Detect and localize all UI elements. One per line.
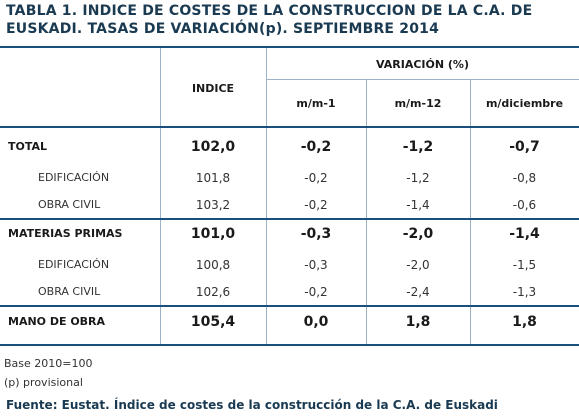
cell-m-m-1: -0,3 — [304, 258, 328, 272]
cell-m-diciembre: -1,3 — [512, 285, 537, 299]
col-divider — [160, 48, 161, 346]
cell-m-m-12: -2,4 — [406, 285, 430, 299]
row-label: OBRA CIVIL — [38, 198, 101, 211]
cell-m-diciembre: 1,8 — [512, 314, 537, 330]
cell-m-diciembre: -1,5 — [512, 258, 537, 272]
cell-indice: 102,0 — [190, 139, 236, 155]
cell-m-m-12: -2,0 — [406, 258, 430, 272]
cell-indice: 101,0 — [190, 226, 236, 242]
section-rule — [0, 305, 579, 307]
header-subrule — [266, 79, 579, 80]
row-label: MANO DE OBRA — [8, 315, 106, 328]
section-rule — [0, 218, 579, 220]
cell-m-m-1: -0,3 — [300, 226, 332, 242]
source-note: Fuente: Eustat. Índice de costes de la c… — [6, 398, 498, 412]
note-base: Base 2010=100 — [4, 357, 93, 370]
cell-indice: 100,8 — [195, 258, 231, 272]
cell-m-m-12: -1,2 — [402, 139, 434, 155]
cell-m-diciembre: -1,4 — [509, 226, 540, 242]
cell-indice: 101,8 — [195, 171, 231, 185]
table-title: TABLA 1. INDICE DE COSTES DE LA CONSTRUC… — [6, 3, 533, 37]
note-provisional: (p) provisional — [4, 376, 83, 389]
cell-indice: 105,4 — [190, 314, 236, 330]
table-bottom-rule — [0, 344, 579, 346]
cell-indice: 103,2 — [195, 198, 231, 212]
col-divider — [470, 79, 471, 346]
cell-m-m-1: -0,2 — [304, 285, 328, 299]
header-m-m-12: m/m-12 — [394, 97, 442, 110]
cell-m-m-1: 0,0 — [303, 314, 329, 330]
cell-m-m-1: -0,2 — [300, 139, 332, 155]
cell-indice: 102,6 — [195, 285, 231, 299]
cell-m-diciembre: -0,7 — [509, 139, 540, 155]
cell-m-m-12: 1,8 — [405, 314, 431, 330]
row-label: OBRA CIVIL — [38, 285, 101, 298]
row-label: TOTAL — [8, 140, 48, 153]
cell-m-m-12: -1,4 — [406, 198, 430, 212]
header-bottom-rule — [0, 126, 579, 128]
row-label: MATERIAS PRIMAS — [8, 227, 123, 240]
cell-m-m-1: -0,2 — [304, 198, 328, 212]
cell-m-m-12: -2,0 — [402, 226, 434, 242]
header-m-diciembre: m/diciembre — [485, 97, 564, 110]
row-label: EDIFICACIÓN — [38, 171, 110, 184]
header-variacion: VARIACIÓN (%) — [376, 58, 469, 71]
header-indice: INDICE — [191, 82, 235, 95]
col-divider — [266, 48, 267, 346]
col-divider — [366, 79, 367, 346]
row-label: EDIFICACIÓN — [38, 258, 110, 271]
cell-m-m-1: -0,2 — [304, 171, 328, 185]
cell-m-diciembre: -0,8 — [512, 171, 537, 185]
top-rule — [0, 46, 579, 48]
cell-m-m-12: -1,2 — [406, 171, 430, 185]
cell-m-diciembre: -0,6 — [512, 198, 537, 212]
header-m-m-1: m/m-1 — [296, 97, 336, 110]
